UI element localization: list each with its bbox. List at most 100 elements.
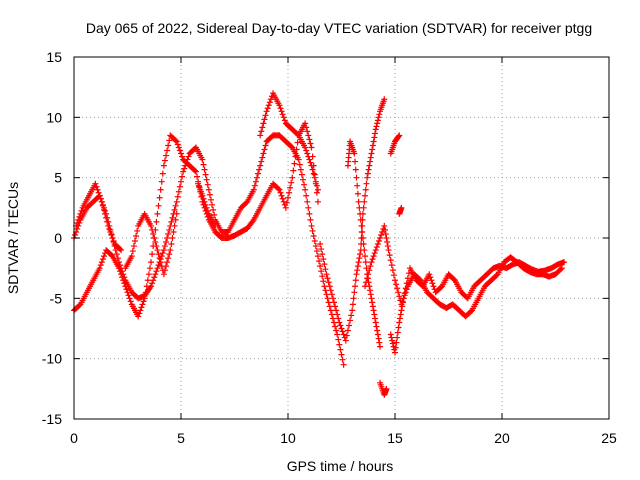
data-point [381,222,388,229]
data-point [209,201,216,208]
data-point [256,166,263,173]
data-point [374,120,381,127]
data-point [339,356,346,363]
data-point [367,158,374,165]
data-point [371,311,378,318]
data-point [325,279,332,286]
data-point [395,324,402,331]
data-point [155,202,162,209]
data-point [156,255,163,262]
data-point [115,265,122,272]
data-point [117,246,124,253]
x-tick-label: 10 [280,430,296,446]
data-point [122,283,129,290]
data-point [118,271,125,278]
data-point [153,218,160,225]
data-point [92,180,99,187]
data-point [149,226,156,233]
data-point [150,277,157,284]
data-point [288,179,295,186]
data-point [367,287,374,294]
data-point [387,331,394,338]
data-point [389,267,396,274]
data-point [396,315,403,322]
data-point [113,251,120,258]
data-point [169,214,176,221]
data-point [357,210,364,217]
chart-title: Day 065 of 2022, Sidereal Day-to-day VTE… [86,20,592,36]
data-point [427,274,434,281]
data-point [194,173,201,180]
data-point [372,126,379,133]
data-point [382,230,389,237]
data-point [335,315,342,322]
data-point [348,312,355,319]
data-point [393,339,400,346]
data-point [396,319,403,326]
data-point [383,235,390,241]
data-point [129,248,136,255]
data-point [333,307,340,314]
data-point [303,192,310,199]
data-point [99,256,106,263]
x-tick-label: 25 [601,430,617,446]
data-point [373,244,380,251]
data-point [285,194,291,201]
data-point [305,204,312,211]
data-point [102,210,109,217]
data-point [372,315,379,322]
data-point [283,199,290,206]
data-point [311,174,318,181]
data-point [369,142,376,149]
data-point [398,204,405,211]
data-point [370,307,377,314]
data-point [343,332,350,339]
data-point [438,284,445,291]
data-point [352,283,359,290]
data-point [298,171,305,178]
data-point [313,248,320,255]
data-point [253,174,260,181]
data-point [303,147,310,154]
data-point [170,228,177,235]
data-point [364,170,371,177]
data-point [354,182,361,189]
data-point [173,138,180,145]
data-point [332,303,339,310]
data-point [313,182,320,189]
data-point [307,216,314,223]
data-point [319,273,326,280]
data-point [356,255,363,262]
data-point [117,268,124,275]
data-point [338,325,345,332]
data-point [493,272,500,279]
data-point [259,124,266,131]
data-point [278,108,285,115]
data-point [310,232,317,239]
data-point [161,243,168,250]
data-point [250,186,257,193]
data-point [76,302,83,309]
x-tick-label: 0 [70,430,78,446]
data-point [207,196,214,203]
data-point [135,313,142,320]
data-point [328,291,335,298]
data-point [154,247,161,254]
data-point [367,291,374,298]
data-point [168,218,175,225]
data-point [327,287,334,294]
data-point [140,298,147,305]
data-point [327,307,334,314]
data-point [374,241,381,248]
data-point [146,265,153,272]
data-point [78,207,85,214]
data-point [192,168,199,175]
data-point [276,186,283,193]
data-point [264,105,271,112]
x-tick-label: 15 [387,430,403,446]
data-point [112,247,119,254]
data-point [325,299,332,306]
series-track-6 [195,180,219,229]
data-point [100,206,107,213]
data-point [203,176,210,183]
